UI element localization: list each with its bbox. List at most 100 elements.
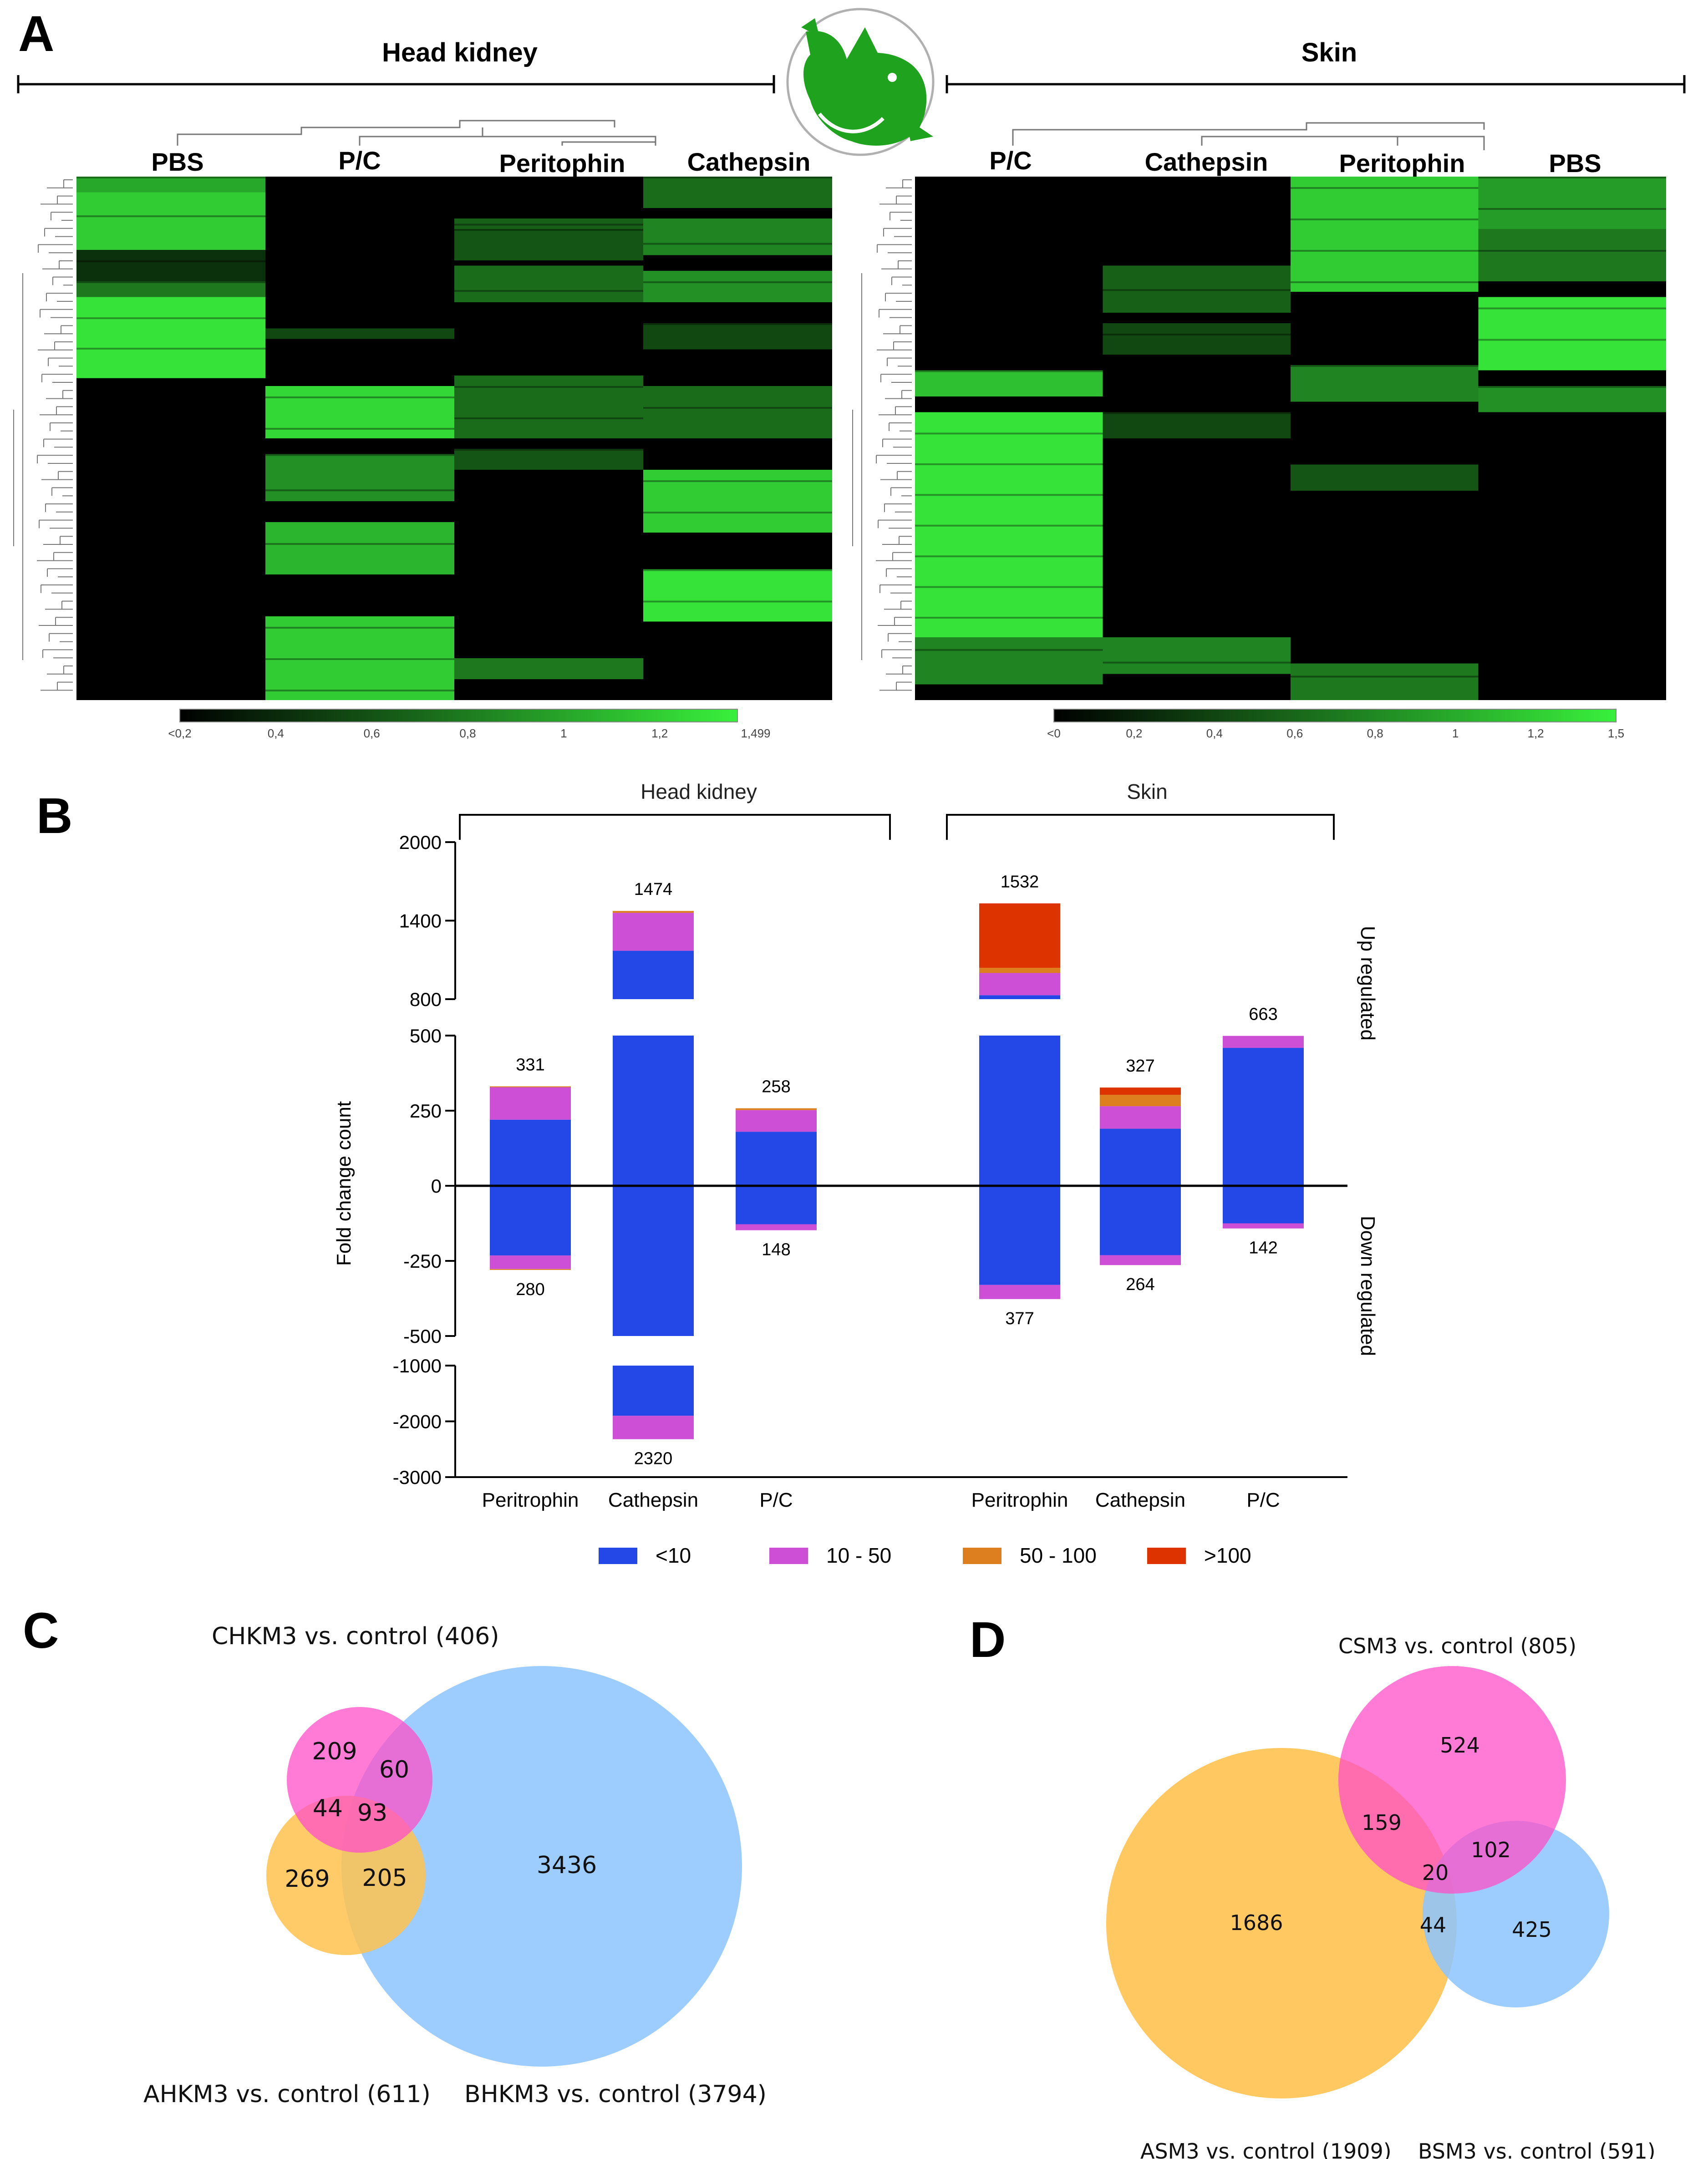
scale-tick-label: <0,2	[168, 726, 191, 740]
legend-label: 50 - 100	[1020, 1544, 1097, 1567]
skin-heatmap-band	[915, 637, 1103, 685]
skin-color-scale: <0 0,2 0,4 0,6 0,8 1 1,2 1,5	[1047, 709, 1624, 740]
bar-segment-down	[1100, 1255, 1181, 1265]
skin-heatmap-band	[915, 412, 1103, 637]
bar-segment-up	[979, 995, 1060, 999]
hk-heatmap-band	[643, 569, 832, 622]
venn-d-region: 20	[1422, 1860, 1449, 1885]
skin-col-label: Cathepsin	[1145, 147, 1268, 176]
hk-row-dendrogram	[13, 179, 73, 691]
hk-heatmap-band	[454, 290, 643, 292]
b-group-label-skin: Skin	[1127, 780, 1167, 803]
y-tick-label: -3000	[393, 1467, 442, 1488]
skin-heatmap-band	[1291, 663, 1479, 700]
b-group-bracket-skin	[946, 814, 1335, 840]
legend-swatch-10-50	[769, 1548, 808, 1564]
skin-heatmap-band	[915, 463, 1103, 465]
scale-tick-label: 0,2	[1126, 726, 1142, 740]
bar-total-down: 148	[762, 1240, 790, 1260]
hk-heatmap-band	[265, 616, 454, 700]
scale-tick-label: 1,2	[651, 726, 668, 740]
skin-heatmap-band	[1478, 297, 1666, 371]
bar-segment-up	[1100, 1087, 1181, 1095]
bar-segment-up	[613, 913, 694, 951]
venn-d-set-label: CSM3 vs. control (805)	[1338, 1634, 1576, 1658]
skin-col-label: PBS	[1549, 149, 1601, 178]
skin-heatmap-band	[1103, 265, 1291, 313]
hk-heatmap-band	[265, 522, 454, 574]
bar-total-down: 280	[516, 1280, 544, 1299]
venn-c-region: 44	[313, 1795, 343, 1822]
scale-tick-label: 1	[560, 726, 567, 740]
hk-heatmap-band	[643, 386, 832, 438]
scale-tick-label: 0,8	[459, 726, 476, 740]
bar-total-up: 1474	[634, 880, 673, 899]
hk-heatmap-band	[643, 600, 832, 603]
y-tick-label: 0	[431, 1175, 442, 1197]
hk-heatmap-band	[454, 218, 643, 229]
scale-tick-label: 1	[1452, 726, 1459, 740]
skin-heatmap-band	[1291, 250, 1479, 252]
venn-d-set-label: BSM3 vs. control (591)	[1418, 2139, 1656, 2159]
bar-segment-up	[979, 1036, 1060, 1186]
hk-heatmap-band	[265, 328, 454, 339]
hk-heatmap-band	[643, 480, 832, 482]
hk-heatmap-band	[643, 281, 832, 283]
skin-heatmap-band	[1103, 289, 1291, 291]
bar-segment-up	[736, 1108, 817, 1110]
bar-segment-up	[1223, 1036, 1304, 1048]
hk-heatmap-band	[454, 449, 643, 470]
venn-c-region: 3436	[537, 1852, 597, 1879]
skin-heatmap-band	[1478, 307, 1666, 310]
x-category-label: Peritrophin	[482, 1489, 579, 1511]
bar-segment-up	[1100, 1106, 1181, 1129]
hk-heatmap-band	[265, 543, 454, 545]
bar-segment-up	[1100, 1095, 1181, 1107]
hk-heatmap-band	[265, 396, 454, 398]
hk-heatmap-band	[643, 243, 832, 245]
skin-heatmap-band	[1478, 386, 1666, 388]
hk-heatmap-band	[454, 417, 643, 419]
hk-heatmap-band	[643, 512, 832, 513]
skin-heatmap-band	[1103, 412, 1291, 438]
venn-c-region: 60	[379, 1756, 409, 1783]
skin-col-label: Peritophin	[1339, 149, 1465, 178]
skin-heatmap-band	[915, 524, 1103, 527]
hk-heatmap-band	[265, 454, 454, 501]
scale-tick-label: 1,5	[1608, 726, 1624, 740]
bar-segment-up	[979, 903, 1060, 968]
bar-segment-down	[736, 1224, 817, 1230]
venn-c-set-b	[341, 1666, 742, 2067]
hk-heatmap-band	[643, 323, 832, 350]
hk-heatmap-band	[454, 224, 643, 226]
skin-heatmap-band	[1478, 229, 1666, 281]
venn-c-set-label: BHKM3 vs. control (3794)	[464, 2081, 767, 2108]
skin-heatmap-band	[1478, 386, 1666, 412]
skin-heatmap-band	[915, 494, 1103, 496]
hk-heatmap-band	[76, 192, 265, 250]
hk-heatmap-band	[454, 658, 643, 679]
skin-heatmap-band	[1291, 464, 1479, 491]
venn-d-region: 1686	[1230, 1910, 1283, 1935]
scale-tick-label: 0,6	[364, 726, 380, 740]
b-ylabel: Fold change count	[333, 1101, 355, 1266]
skin-heatmap-band	[1103, 334, 1291, 335]
bar-segment-down	[1100, 1186, 1181, 1255]
y-tick-label: -1000	[393, 1355, 442, 1377]
skin-heatmap-band	[1103, 412, 1291, 414]
hk-heatmap-band	[265, 690, 454, 691]
legend-swatch-gt100	[1147, 1548, 1186, 1564]
skin-heatmap-band	[1291, 365, 1479, 402]
bar-segment-down	[613, 1416, 694, 1439]
venn-c-region: 93	[357, 1799, 387, 1827]
legend-swatch-50-100	[963, 1548, 1001, 1564]
skin-heatmap	[915, 177, 1666, 700]
hk-heatmap-band	[643, 177, 832, 208]
skin-heatmap-band	[1478, 250, 1666, 252]
hk-heatmap-band	[643, 218, 832, 255]
venn-c-set-label: CHKM3 vs. control (406)	[212, 1623, 499, 1650]
hk-heatmap-band	[454, 229, 643, 260]
bar-segment-down	[736, 1186, 817, 1224]
y-tick-label: 250	[410, 1100, 442, 1122]
x-category-label: P/C	[759, 1489, 793, 1511]
